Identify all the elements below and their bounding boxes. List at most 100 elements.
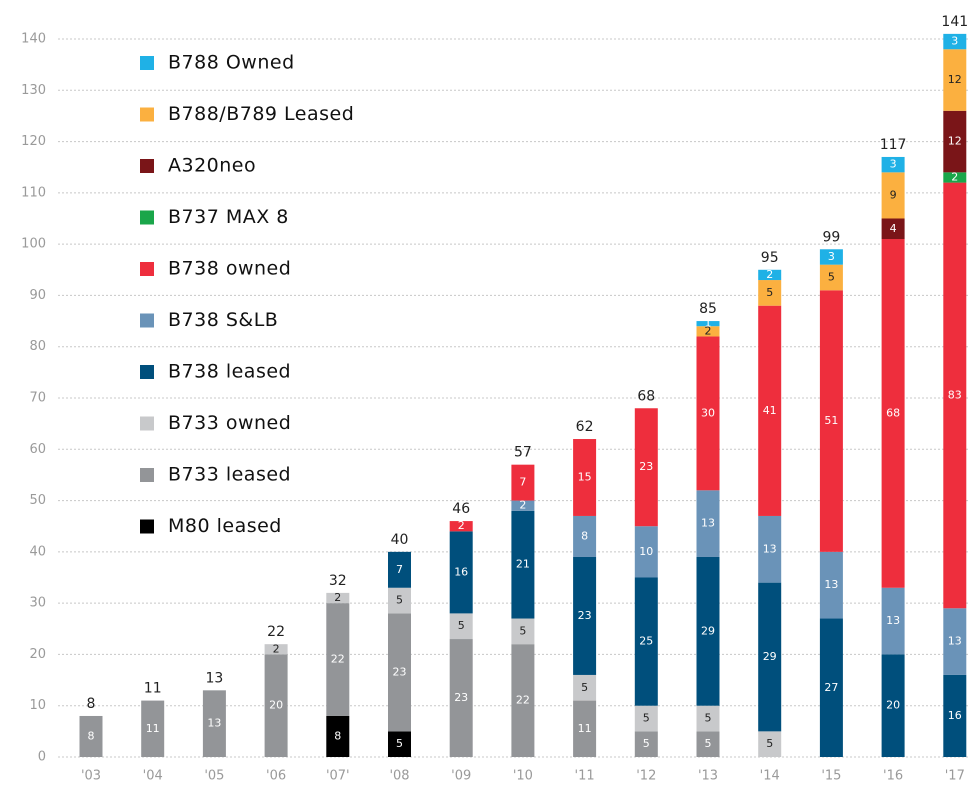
x-tick-label: '07'	[326, 769, 350, 784]
y-tick-label: 90	[29, 288, 46, 303]
bar-segment	[881, 239, 905, 588]
segment-label: 16	[454, 565, 468, 578]
bar-segment	[758, 280, 782, 306]
legend-swatch	[140, 519, 154, 534]
y-tick-label: 70	[29, 391, 46, 406]
segment-label: 25	[639, 635, 653, 648]
bar-segment	[264, 644, 288, 655]
segment-label: 5	[705, 712, 712, 725]
bar-segment	[326, 592, 350, 604]
segment-label: 13	[886, 614, 900, 627]
segment-label: 29	[701, 624, 715, 637]
bar-segment	[943, 49, 967, 111]
segment-label: 11	[578, 722, 592, 735]
bar-segment	[79, 715, 103, 757]
y-tick-label: 130	[21, 83, 46, 98]
segment-label: 41	[763, 404, 777, 417]
bar-segment	[881, 156, 905, 173]
segment-label: 2	[334, 591, 341, 604]
total-label: 62	[576, 419, 594, 435]
segment-label: 4	[890, 222, 897, 235]
total-label: 85	[699, 301, 717, 317]
bar-segment	[696, 705, 720, 732]
y-tick-label: 60	[29, 442, 46, 457]
bar-segment	[819, 249, 843, 265]
segment-label: 5	[643, 737, 650, 750]
x-tick-label: '14	[760, 769, 780, 784]
legend-swatch	[140, 107, 154, 122]
bar-segment	[511, 510, 535, 619]
segment-label: 68	[886, 406, 900, 419]
total-label: 57	[514, 445, 532, 461]
bar-segment	[202, 690, 226, 757]
bar-segment	[511, 644, 535, 757]
bar-segment	[634, 408, 658, 527]
bar-segment	[819, 290, 843, 552]
segment-label: 5	[519, 624, 526, 637]
segment-label: 23	[639, 460, 653, 473]
legend-label: M80 leased	[168, 515, 282, 537]
segment-label: 3	[828, 250, 835, 263]
x-tick-label: '13	[698, 769, 718, 784]
x-tick-label: '15	[821, 769, 841, 784]
segment-label: 27	[824, 681, 838, 694]
segment-label: 3	[890, 158, 897, 171]
bar-segment	[696, 321, 720, 327]
segment-label: 5	[458, 619, 465, 632]
x-tick-label: '08	[389, 769, 409, 784]
y-tick-label: 0	[38, 750, 46, 765]
segment-label: 11	[146, 722, 160, 735]
bar-segment	[511, 500, 535, 511]
segment-label: 2	[705, 324, 712, 337]
bar-segment	[943, 33, 967, 50]
y-tick-label: 30	[29, 596, 46, 611]
segment-label: 51	[824, 414, 838, 427]
bar-segment	[696, 490, 720, 557]
segment-label: 23	[393, 665, 407, 678]
x-tick-label: '17	[945, 769, 965, 784]
legend-label: B788/B789 Leased	[168, 103, 354, 125]
bar-segment	[573, 700, 597, 757]
bar-segment	[634, 577, 658, 706]
bar-segment	[326, 603, 350, 716]
bar-segment	[388, 551, 411, 588]
segment-label: 1	[705, 317, 712, 330]
x-tick-label: '16	[883, 769, 903, 784]
bar-segment	[388, 731, 411, 757]
bar-segment	[881, 218, 905, 240]
bar-segment	[881, 587, 905, 655]
legend-label: B738 owned	[168, 258, 291, 280]
x-tick-label: '11	[575, 769, 595, 784]
total-label: 95	[761, 250, 779, 266]
y-tick-label: 50	[29, 493, 46, 508]
legend-swatch	[140, 365, 154, 379]
y-tick-label: 40	[29, 544, 46, 559]
y-tick-label: 10	[29, 698, 46, 713]
legend-label: B738 S&LB	[168, 309, 278, 331]
total-label: 117	[880, 137, 907, 153]
bar-segment	[264, 654, 288, 757]
segment-label: 20	[269, 699, 283, 712]
bar-segment	[449, 639, 473, 757]
segment-label: 2	[951, 170, 958, 183]
legend-swatch	[140, 468, 154, 482]
total-label: 68	[637, 388, 655, 404]
segment-label: 5	[581, 681, 588, 694]
legend-swatch	[140, 262, 154, 276]
bar-segment	[449, 531, 473, 614]
segment-label: 8	[88, 729, 95, 742]
segment-label: 13	[207, 717, 221, 730]
y-tick-label: 110	[21, 185, 46, 200]
x-tick-label: '09	[451, 769, 471, 784]
segment-label: 5	[766, 737, 773, 750]
bar-segment	[819, 618, 843, 757]
bar-segment	[943, 674, 967, 757]
segment-label: 21	[516, 558, 530, 571]
bar-segment	[943, 172, 967, 183]
segment-label: 3	[951, 35, 958, 48]
bar-segment	[696, 731, 720, 757]
segment-label: 13	[948, 635, 962, 648]
total-label: 22	[267, 624, 285, 640]
y-tick-label: 140	[21, 32, 46, 47]
bar-segment	[758, 515, 782, 583]
